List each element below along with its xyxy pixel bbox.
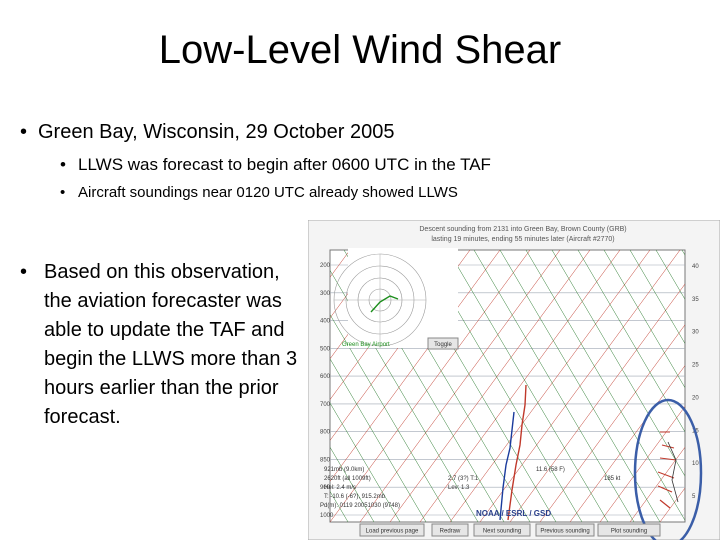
subbullet-soundings-text: Aircraft soundings near 0120 UTC already…: [78, 184, 458, 201]
bullet-green-bay: • Green Bay, Wisconsin, 29 October 2005: [20, 121, 394, 144]
adiabat-line: [577, 250, 685, 433]
previous-sounding-button[interactable]: [535, 523, 595, 537]
pressure-label: 900: [320, 485, 331, 491]
bullet-observation-text: Based on this observation, the aviation …: [44, 261, 298, 428]
pressure-label: 1000: [320, 513, 334, 519]
adiabat-line: [473, 250, 635, 522]
adiabat-line: [525, 250, 685, 521]
stat-line: T: -10.6 (-6?), 915.2mb: [324, 494, 386, 500]
button-label: Previous sounding: [540, 529, 589, 535]
noaa-credit: NOAA / ESRL / GSD: [476, 509, 551, 518]
adiabat-line: [629, 250, 685, 344]
plot-sounding-button[interactable]: [597, 523, 661, 537]
isotherm-line: [629, 446, 685, 522]
pressure-label: 400: [320, 319, 331, 325]
isotherm-line: [389, 250, 591, 522]
temperature-trace: [507, 384, 527, 521]
next-sounding-button[interactable]: [473, 523, 531, 537]
toggle-button-label: Toggle: [434, 342, 452, 348]
hodograph: Green Bay Airport Toggle: [333, 248, 459, 350]
hodograph-background: [348, 248, 458, 348]
hodograph-trace: [370, 295, 399, 313]
button-label: Redraw: [440, 529, 461, 535]
temperature-label: 25: [692, 363, 699, 369]
bullet-green-bay-text: Green Bay, Wisconsin, 29 October 2005: [38, 121, 395, 143]
sounding-traces: [499, 384, 527, 521]
stat-line: Lev: 1.3: [448, 485, 470, 491]
stat-line: 2.7 (3?) T:1: [448, 476, 479, 482]
adiabat-line: [603, 250, 685, 389]
dewpoint-trace: [499, 411, 515, 521]
adiabat-line: [551, 250, 685, 477]
pressure-label: 300: [320, 291, 331, 297]
stat-line: Pd(m): 0119 20051030 (9748): [320, 503, 400, 509]
temperature-label: 5: [692, 494, 696, 500]
adiabat-line: [330, 314, 453, 522]
isotherm-line: [509, 283, 685, 522]
isotherm-line: [330, 250, 531, 522]
pressure-axis-labels: 200 300 400 500 600 700 800 850 900 1000: [320, 263, 334, 519]
wind-barb: [657, 471, 675, 479]
temperature-label: 40: [692, 264, 699, 270]
aircraft-sounding-image: Descent sounding from 2131 into Green Ba…: [308, 220, 720, 540]
sounding-stats: 921mb (9.0km) 2620ft (all 1009ft) Hel: 2…: [320, 467, 621, 509]
wind-profile: [667, 441, 679, 503]
subbullet-forecast-text: LLWS was forecast to begin after 0600 UT…: [78, 155, 491, 174]
subbullet-soundings: • Aircraft soundings near 0120 UTC alread…: [60, 184, 458, 201]
adiabat-line: [330, 402, 401, 522]
stat-line: 11.6 (58 F): [536, 467, 565, 473]
adiabat-line: [330, 358, 427, 522]
stat-line: 2620ft (all 1009ft): [324, 476, 371, 482]
stat-line: Hel: 2.4 m/s: [324, 485, 356, 491]
button-label: Plot sounding: [611, 529, 647, 535]
load-previous-button[interactable]: [359, 523, 425, 537]
temperature-label: 30: [692, 330, 699, 336]
pressure-label: 700: [320, 402, 331, 408]
adiabat-line: [330, 269, 479, 522]
wind-barb: [659, 457, 677, 461]
thermo-grid: [330, 250, 685, 522]
pressure-label: 500: [320, 346, 331, 352]
redraw-button[interactable]: [431, 523, 469, 537]
subbullet-forecast: • LLWS was forecast to begin after 0600 U…: [60, 155, 491, 175]
pressure-label: 800: [320, 430, 331, 436]
bullet-dot: •: [60, 155, 66, 174]
wind-barb: [657, 485, 673, 493]
wind-barbs: [657, 431, 679, 509]
button-label: Next sounding: [483, 529, 521, 535]
toggle-button[interactable]: [427, 337, 459, 350]
adiabat-line: [330, 446, 375, 522]
bullet-observation: • Based on this observation, the aviatio…: [20, 258, 310, 432]
isotherm-line: [569, 365, 685, 522]
button-label: Load previous page: [366, 529, 419, 535]
temperature-label: 10: [692, 461, 699, 467]
isotherm-line: [330, 250, 501, 482]
isotherm-line: [539, 324, 685, 522]
isotherm-line: [419, 250, 621, 522]
temperature-label: 35: [692, 297, 699, 303]
bullet-dot: •: [60, 184, 66, 201]
sounding-buttons: Load previous page Redraw Next sounding …: [359, 523, 661, 537]
pressure-label: 200: [320, 263, 331, 269]
sounding-header-1: Descent sounding from 2131 into Green Ba…: [419, 226, 626, 233]
llws-highlight-ellipse: [633, 398, 703, 540]
bullet-dot: •: [20, 261, 28, 283]
wind-barb: [661, 444, 675, 449]
hodograph-label: Green Bay Airport: [342, 342, 390, 348]
stat-line: 185 kt: [604, 476, 621, 482]
pressure-label: 850: [320, 457, 331, 463]
adiabat-line: [499, 250, 661, 522]
isotherm-line: [449, 250, 651, 522]
slide-title: Low-Level Wind Shear: [158, 28, 562, 72]
sounding-header-2: lasting 19 minutes, ending 55 minutes la…: [431, 236, 614, 243]
temperature-label: 20: [692, 395, 699, 401]
wind-barb: [659, 499, 671, 509]
pressure-label: 600: [320, 374, 331, 380]
adiabat-line: [655, 250, 685, 300]
adiabat-line: [447, 250, 609, 522]
isotherm-line: [330, 250, 381, 319]
stat-line: 921mb (9.0km): [324, 467, 364, 473]
bullet-dot: •: [20, 121, 28, 143]
